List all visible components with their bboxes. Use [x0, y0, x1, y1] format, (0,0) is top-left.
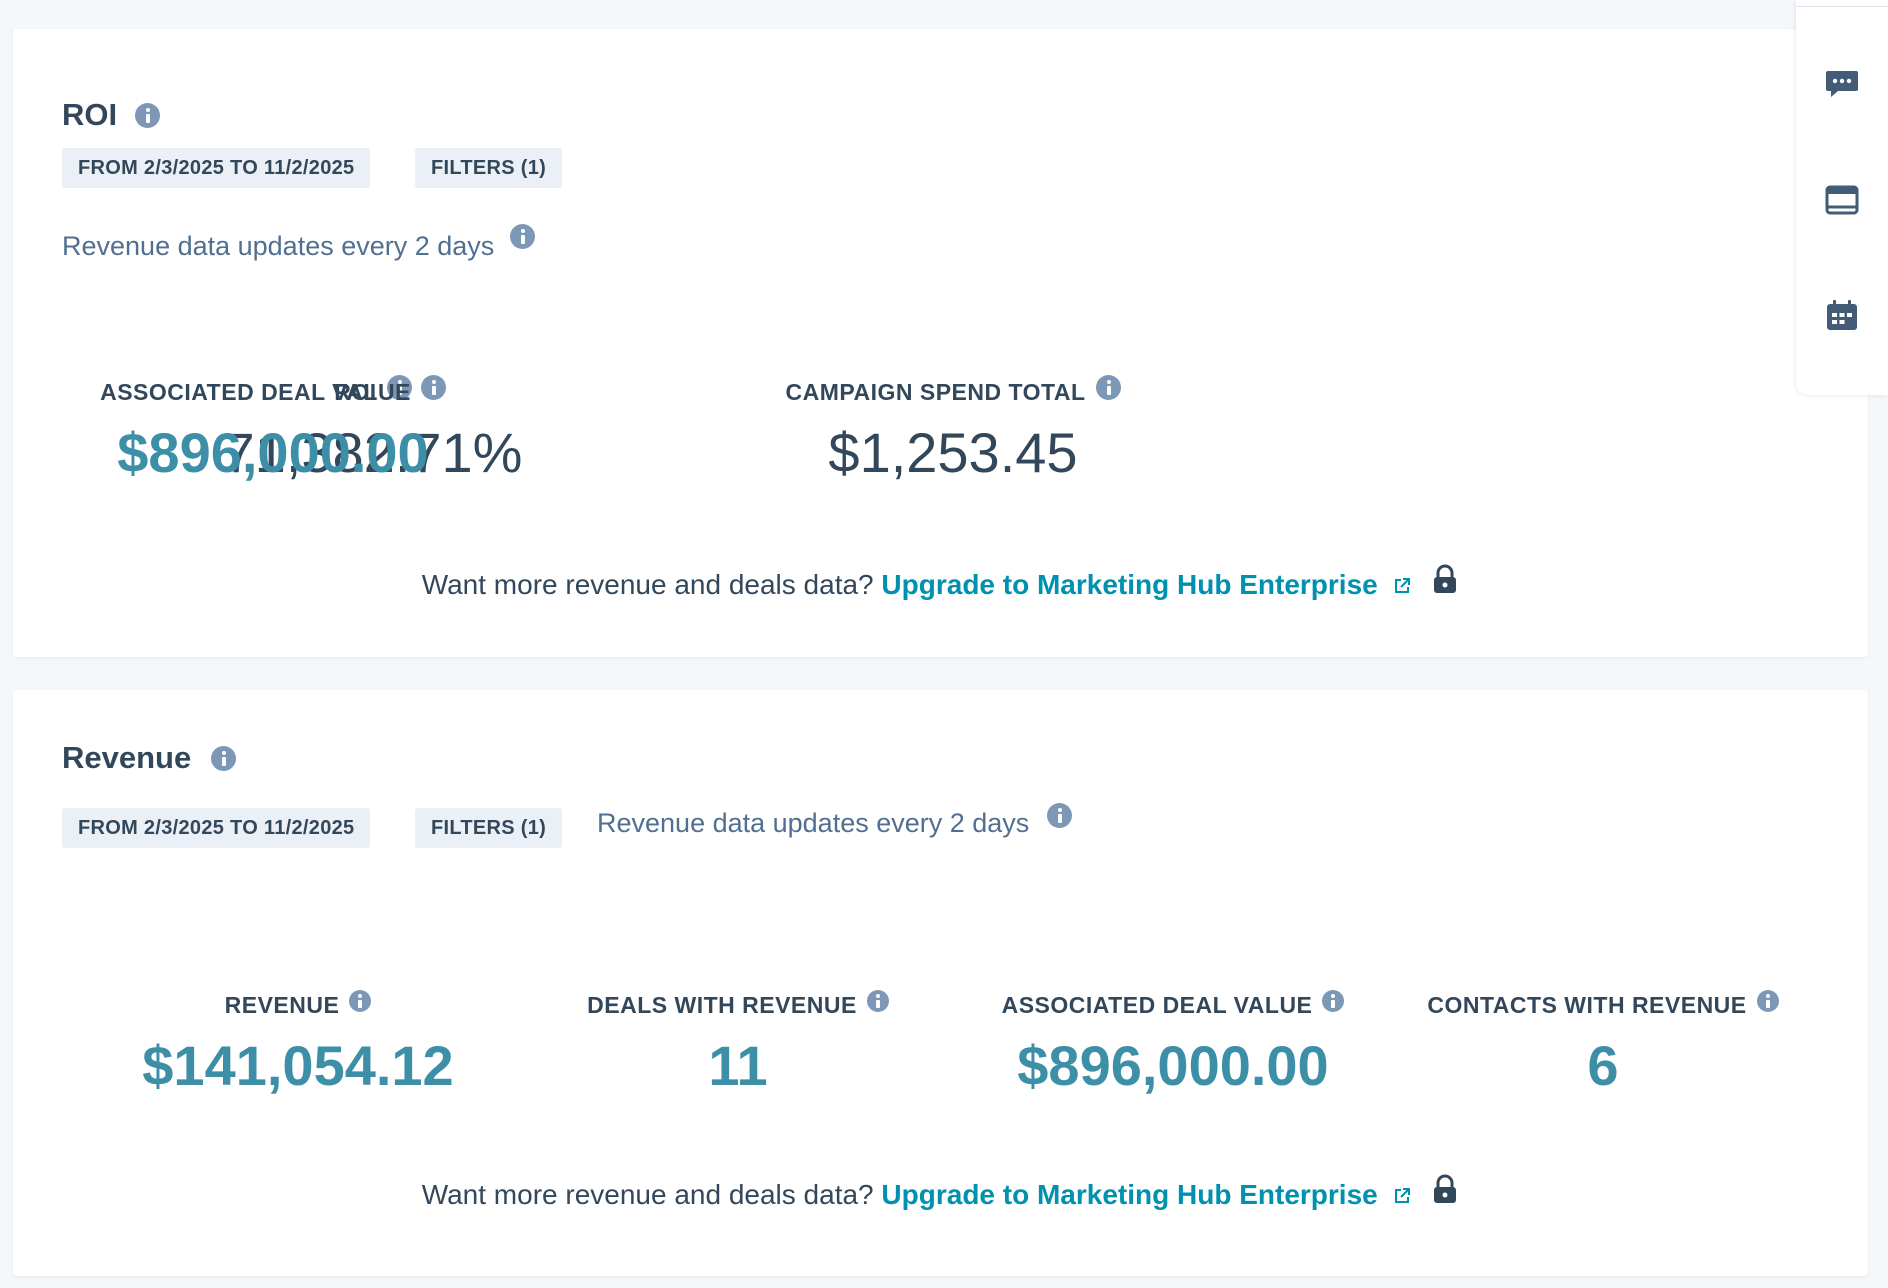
- metric-deals-with-revenue: DEALS WITH REVENUE 11: [533, 989, 943, 1098]
- filters-pill[interactable]: FILTERS (1): [415, 808, 563, 848]
- metric-value: 6: [1587, 1034, 1619, 1097]
- filters-pill[interactable]: FILTERS (1): [415, 148, 563, 188]
- info-icon[interactable]: [1756, 989, 1779, 1012]
- inbox-icon[interactable]: [1824, 183, 1860, 219]
- metric-value: $896,000.00: [117, 421, 429, 484]
- info-icon[interactable]: [135, 102, 161, 128]
- metric-value: $1,253.45: [828, 421, 1078, 484]
- date-range-pill[interactable]: FROM 2/3/2025 TO 11/2/2025: [62, 808, 371, 848]
- external-link-icon[interactable]: [1392, 571, 1412, 603]
- revenue-update-note-text: Revenue data updates every 2 days: [597, 808, 1030, 838]
- roi-title-text: ROI: [62, 97, 118, 132]
- metric-label: DEALS WITH REVENUE: [533, 989, 943, 1019]
- metric-label-text: REVENUE: [224, 992, 340, 1018]
- metric-label-text: ASSOCIATED DEAL VALUE: [1001, 992, 1313, 1018]
- external-link-icon[interactable]: [1392, 1181, 1412, 1213]
- metric-value: $896,000.00: [1017, 1034, 1329, 1097]
- metric-value: $141,054.12: [142, 1034, 454, 1097]
- metric-label-text: CONTACTS WITH REVENUE: [1427, 992, 1747, 1018]
- revenue-card: Revenue FROM 2/3/2025 TO 11/2/2025 FILTE…: [13, 690, 1868, 1276]
- metric-associated-deal-value: ASSOCIATED DEAL VALUE $896,000.00: [963, 989, 1383, 1098]
- metric-revenue: REVENUE $141,054.12: [73, 989, 523, 1098]
- metric-label-text: CAMPAIGN SPEND TOTAL: [785, 379, 1086, 405]
- metric-label-text: ROI: [334, 379, 377, 405]
- divider: [1796, 6, 1888, 7]
- metric-label: ASSOCIATED DEAL VALUE: [13, 375, 533, 406]
- metric-label: REVENUE: [73, 989, 523, 1019]
- metric-label-text: DEALS WITH REVENUE: [587, 992, 857, 1018]
- metric-campaign-spend-total: CAMPAIGN SPEND TOTAL $1,253.45: [703, 375, 1203, 485]
- lock-icon: [1431, 564, 1459, 601]
- metric-contacts-with-revenue: CONTACTS WITH REVENUE 6: [1393, 989, 1813, 1098]
- info-icon[interactable]: [211, 745, 237, 771]
- side-rail: [1796, 0, 1888, 395]
- info-icon[interactable]: [386, 375, 412, 400]
- chat-icon[interactable]: [1824, 66, 1860, 102]
- info-icon[interactable]: [510, 224, 536, 249]
- upgrade-link[interactable]: Upgrade to Marketing Hub Enterprise: [881, 568, 1378, 600]
- upsell-text: Want more revenue and deals data?: [421, 568, 874, 600]
- revenue-update-note-text: Revenue data updates every 2 days: [62, 231, 495, 261]
- metric-roi: ROI 71,382.71%: [133, 375, 613, 485]
- metric-label: ROI: [133, 375, 613, 406]
- metric-label: CONTACTS WITH REVENUE: [1393, 989, 1813, 1019]
- metric-value: 11: [708, 1034, 768, 1097]
- metric-associated-deal-value: ASSOCIATED DEAL VALUE $896,000.00: [13, 375, 533, 485]
- info-icon[interactable]: [1095, 375, 1121, 400]
- revenue-title-text: Revenue: [62, 740, 192, 775]
- metric-label: ASSOCIATED DEAL VALUE: [963, 989, 1383, 1019]
- lock-icon: [1431, 1174, 1459, 1211]
- revenue-update-note: Revenue data updates every 2 days: [62, 224, 536, 262]
- roi-section-title: ROI: [62, 97, 161, 133]
- info-icon[interactable]: [866, 989, 889, 1012]
- upsell-banner: Want more revenue and deals data? Upgrad…: [13, 1174, 1868, 1215]
- metric-value: 71,382.71%: [223, 421, 523, 484]
- metric-label-text: ASSOCIATED DEAL VALUE: [100, 379, 411, 405]
- info-icon[interactable]: [420, 375, 446, 400]
- upsell-banner: Want more revenue and deals data? Upgrad…: [13, 564, 1868, 605]
- metric-label: CAMPAIGN SPEND TOTAL: [703, 375, 1203, 406]
- info-icon[interactable]: [349, 989, 372, 1012]
- upgrade-link[interactable]: Upgrade to Marketing Hub Enterprise: [881, 1178, 1378, 1210]
- revenue-section-title: Revenue: [62, 740, 237, 776]
- roi-card: ROI FROM 2/3/2025 TO 11/2/2025 FILTERS (…: [13, 29, 1868, 657]
- date-range-pill[interactable]: FROM 2/3/2025 TO 11/2/2025: [62, 148, 371, 188]
- info-icon[interactable]: [1322, 989, 1345, 1012]
- calendar-icon[interactable]: [1824, 298, 1860, 334]
- revenue-update-note: Revenue data updates every 2 days: [597, 803, 1073, 839]
- info-icon[interactable]: [1047, 803, 1073, 828]
- upsell-text: Want more revenue and deals data?: [421, 1178, 874, 1210]
